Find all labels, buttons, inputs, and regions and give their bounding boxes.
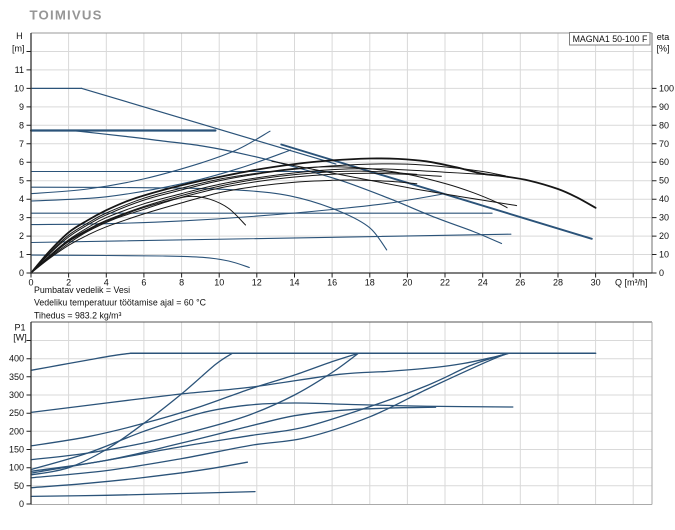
svg-text:2: 2: [66, 278, 71, 288]
svg-text:[%]: [%]: [656, 44, 669, 54]
svg-text:11: 11: [15, 65, 24, 75]
svg-text:TOIMIVUS: TOIMIVUS: [30, 8, 103, 23]
svg-text:6: 6: [141, 278, 146, 288]
svg-text:250: 250: [9, 408, 24, 418]
svg-text:60: 60: [659, 157, 669, 167]
svg-text:H: H: [16, 31, 23, 41]
svg-text:3: 3: [19, 213, 24, 223]
svg-text:[m]: [m]: [12, 44, 25, 54]
svg-text:5: 5: [19, 176, 24, 186]
svg-text:18: 18: [365, 278, 375, 288]
svg-text:200: 200: [9, 426, 24, 436]
svg-text:14: 14: [289, 278, 299, 288]
svg-text:2: 2: [19, 231, 24, 241]
svg-text:0: 0: [659, 268, 664, 278]
svg-text:10: 10: [659, 250, 669, 260]
svg-text:400: 400: [9, 354, 24, 364]
svg-text:1: 1: [19, 250, 24, 260]
svg-text:20: 20: [659, 231, 669, 241]
svg-text:50: 50: [659, 176, 669, 186]
svg-text:P1: P1: [14, 323, 25, 333]
svg-text:26: 26: [515, 278, 525, 288]
svg-text:28: 28: [553, 278, 563, 288]
svg-text:100: 100: [9, 463, 24, 473]
svg-text:22: 22: [440, 278, 450, 288]
svg-text:7: 7: [19, 139, 24, 149]
svg-text:100: 100: [659, 83, 674, 93]
svg-text:20: 20: [402, 278, 412, 288]
svg-text:90: 90: [659, 102, 669, 112]
svg-text:30: 30: [659, 213, 669, 223]
svg-text:8: 8: [19, 120, 24, 130]
svg-text:300: 300: [9, 390, 24, 400]
svg-text:Pumbatav vedelik = Vesi: Pumbatav vedelik = Vesi: [34, 285, 130, 295]
svg-text:50: 50: [14, 481, 24, 491]
svg-text:4: 4: [104, 278, 109, 288]
svg-text:6: 6: [19, 157, 24, 167]
svg-text:Vedeliku temperatuur töötamise: Vedeliku temperatuur töötamise ajal = 60…: [34, 298, 207, 308]
svg-text:30: 30: [591, 278, 601, 288]
svg-text:0: 0: [19, 499, 24, 509]
svg-text:350: 350: [9, 372, 24, 382]
svg-text:8: 8: [179, 278, 184, 288]
svg-text:10: 10: [14, 83, 24, 93]
svg-text:150: 150: [9, 445, 24, 455]
svg-text:80: 80: [659, 120, 669, 130]
svg-text:[W]: [W]: [13, 333, 27, 343]
svg-text:24: 24: [478, 278, 488, 288]
svg-text:9: 9: [19, 102, 24, 112]
svg-text:12: 12: [252, 278, 262, 288]
svg-text:MAGNA1 50-100 F: MAGNA1 50-100 F: [573, 34, 648, 44]
svg-text:4: 4: [19, 194, 24, 204]
svg-text:16: 16: [327, 278, 337, 288]
svg-text:Tihedus = 983.2 kg/m³: Tihedus = 983.2 kg/m³: [34, 310, 122, 320]
svg-text:Q [m³/h]: Q [m³/h]: [615, 278, 648, 288]
svg-text:40: 40: [659, 194, 669, 204]
svg-text:0: 0: [19, 268, 24, 278]
svg-text:eta: eta: [657, 32, 670, 42]
svg-text:70: 70: [659, 139, 669, 149]
svg-text:10: 10: [214, 278, 224, 288]
svg-text:0: 0: [28, 278, 33, 288]
